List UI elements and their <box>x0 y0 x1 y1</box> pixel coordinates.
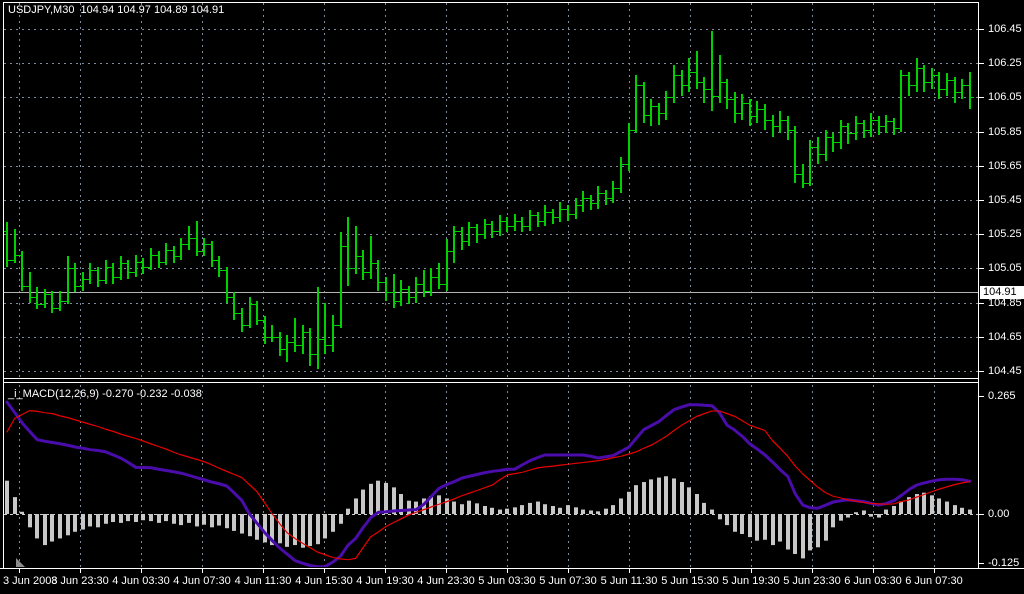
price-axis-tick <box>978 132 984 133</box>
chart-title: USDJPY,M30 104.94 104.97 104.89 104.91 <box>8 4 225 16</box>
macd-indicator-canvas[interactable] <box>4 383 978 567</box>
price-axis-line <box>978 2 979 568</box>
time-axis-tick <box>19 569 20 573</box>
left-border <box>3 2 4 568</box>
time-axis-tick <box>812 569 813 573</box>
price-axis-label: 105.85 <box>988 126 1022 138</box>
macd-axis-tick <box>978 563 984 564</box>
time-axis-tick <box>568 569 569 573</box>
price-axis-tick <box>978 234 984 235</box>
time-axis-label: 4 Jun 07:30 <box>173 575 231 587</box>
price-axis-label: 104.85 <box>988 297 1022 309</box>
price-chart-canvas[interactable] <box>4 3 978 378</box>
time-axis-label: 6 Jun 03:30 <box>844 575 902 587</box>
price-axis-label: 105.25 <box>988 228 1022 240</box>
price-axis-label: 104.45 <box>988 365 1022 377</box>
time-axis-label: 5 Jun 23:30 <box>783 575 841 587</box>
price-axis-label: 104.65 <box>988 331 1022 343</box>
macd-axis-label: 0.265 <box>988 390 1016 403</box>
time-axis-tick <box>263 569 264 573</box>
time-axis-label: 4 Jun 11:30 <box>234 575 292 587</box>
price-axis-label: 105.45 <box>988 194 1022 206</box>
time-axis-tick <box>690 569 691 573</box>
price-axis-tick <box>978 337 984 338</box>
time-axis-line <box>0 568 1024 569</box>
time-axis-label: 5 Jun 15:30 <box>661 575 719 587</box>
time-axis-label: 5 Jun 19:30 <box>722 575 780 587</box>
time-axis-tick <box>385 569 386 573</box>
panel-separator-bottom <box>3 382 979 383</box>
time-axis-tick <box>873 569 874 573</box>
time-axis-label: 5 Jun 03:30 <box>478 575 536 587</box>
top-border <box>3 2 979 3</box>
time-axis-tick <box>141 569 142 573</box>
price-axis-label: 106.25 <box>988 57 1022 69</box>
time-axis-tick <box>934 569 935 573</box>
price-axis-tick <box>978 97 984 98</box>
price-axis-label: 105.05 <box>988 262 1022 274</box>
price-axis-tick <box>978 303 984 304</box>
time-axis-tick <box>507 569 508 573</box>
price-axis-tick <box>978 29 984 30</box>
price-axis-tick <box>978 268 984 269</box>
macd-axis-tick <box>978 514 984 515</box>
macd-indicator-label: _i_MACD(12,26,9) -0.270 -0.232 -0.038 <box>8 388 202 400</box>
time-axis-label: 3 Jun 23:30 <box>51 575 109 587</box>
price-axis-label: 106.05 <box>988 91 1022 103</box>
price-axis-tick <box>978 166 984 167</box>
time-axis-tick <box>202 569 203 573</box>
time-axis-tick <box>751 569 752 573</box>
current-price-tag: 104.91 <box>980 286 1024 299</box>
price-axis-tick <box>978 200 984 201</box>
price-axis-tick <box>978 63 984 64</box>
time-axis-label: 5 Jun 11:30 <box>600 575 658 587</box>
price-axis-label: 105.65 <box>988 160 1022 172</box>
macd-axis-tick <box>978 396 984 398</box>
time-axis-label: 4 Jun 23:30 <box>417 575 475 587</box>
time-axis-label: 3 Jun 2008 <box>3 575 58 587</box>
time-axis-tick <box>80 569 81 573</box>
time-axis-label: 4 Jun 19:30 <box>356 575 414 587</box>
price-axis-tick <box>978 371 984 372</box>
time-axis-label: 4 Jun 15:30 <box>295 575 353 587</box>
chart-shift-marker <box>16 558 25 567</box>
time-axis-tick <box>324 569 325 573</box>
time-axis-tick <box>446 569 447 573</box>
time-axis-label: 4 Jun 03:30 <box>112 575 170 587</box>
time-axis-label: 6 Jun 07:30 <box>905 575 963 587</box>
price-axis-label: 106.45 <box>988 23 1022 35</box>
time-axis-label: 5 Jun 07:30 <box>539 575 597 587</box>
macd-axis-label: -0.125 <box>988 557 1020 569</box>
time-axis-tick <box>629 569 630 573</box>
panel-separator-top <box>3 378 979 379</box>
macd-axis-label: 0.00 <box>988 508 1010 520</box>
